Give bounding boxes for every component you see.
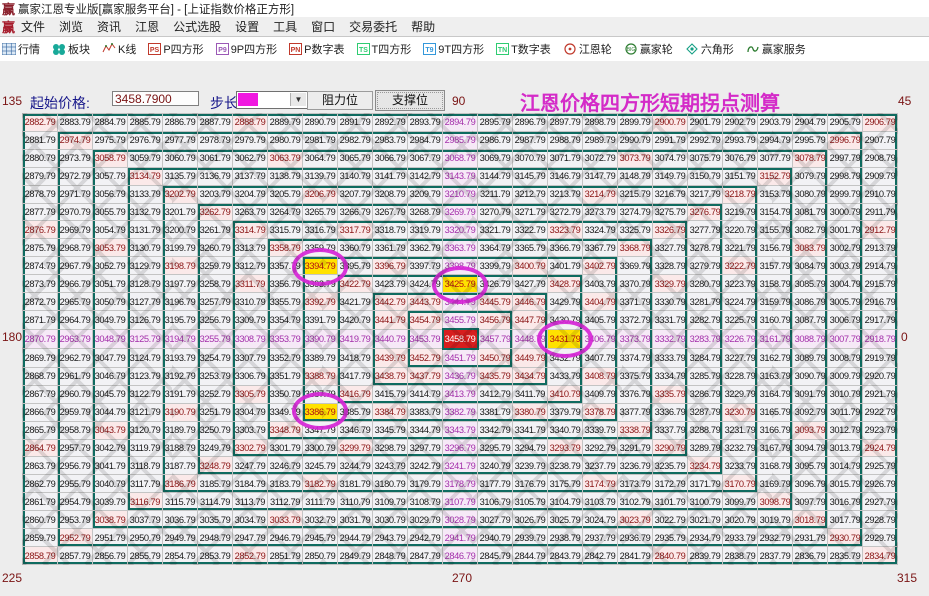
svg-text:BIG: BIG (627, 47, 636, 53)
svg-text:TN: TN (498, 47, 507, 54)
svg-text:P9: P9 (218, 47, 227, 54)
svg-text:PS: PS (150, 47, 160, 54)
svg-text:TS: TS (359, 47, 368, 54)
svg-text:T9: T9 (426, 47, 434, 54)
svg-text:PN: PN (291, 47, 301, 54)
